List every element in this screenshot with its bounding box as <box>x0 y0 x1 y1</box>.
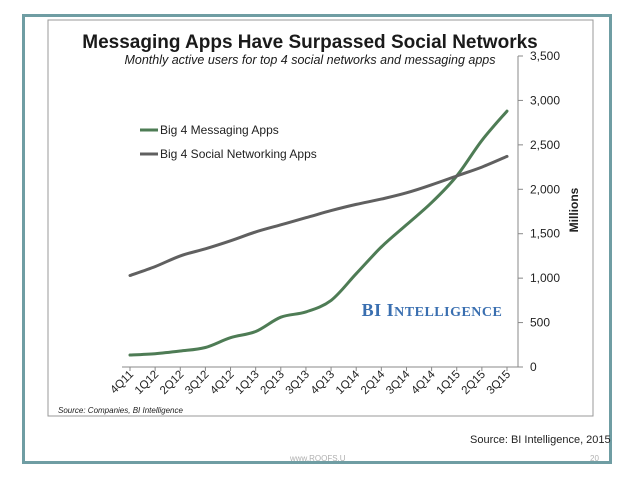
chart-subtitle: Monthly active users for top 4 social ne… <box>124 53 495 67</box>
chart-title: Messaging Apps Have Surpassed Social Net… <box>82 32 537 53</box>
y-tick-label: 3,500 <box>530 49 560 63</box>
chart-panel <box>47 19 594 417</box>
y-tick-label: 0 <box>530 360 537 374</box>
legend-label: Big 4 Social Networking Apps <box>160 147 317 161</box>
slide-footer-url: www.ROOFS.U <box>290 454 346 463</box>
series-lines <box>128 109 509 357</box>
y-tick-label: 3,000 <box>530 93 560 107</box>
slide-page-number: 20 <box>590 454 599 463</box>
bi-intelligence-logo: BI INTELLIGENCE <box>362 300 503 320</box>
series-line-big-4-messaging-apps <box>128 109 509 357</box>
slide-source-caption: Source: BI Intelligence, 2015 <box>470 434 611 446</box>
chart-source-note: Source: Companies, BI Intelligence <box>58 406 184 415</box>
series-line-big-4-social-networking-apps <box>128 154 509 277</box>
y-tick-label: 500 <box>530 316 550 330</box>
y-tick-label: 2,000 <box>530 182 560 196</box>
y-axis-label: Millions <box>567 187 581 232</box>
y-tick-label: 1,500 <box>530 227 560 241</box>
legend: Big 4 Messaging Apps Big 4 Social Network… <box>140 123 317 161</box>
legend-label: Big 4 Messaging Apps <box>160 123 279 137</box>
axes <box>122 55 523 371</box>
slide-frame <box>22 14 612 464</box>
y-tick-label: 2,500 <box>530 138 560 152</box>
y-tick-label: 1,000 <box>530 271 560 285</box>
y-tick-labels: 0 500 1,000 1,500 2,000 2,500 3,000 3,500 <box>530 49 560 374</box>
